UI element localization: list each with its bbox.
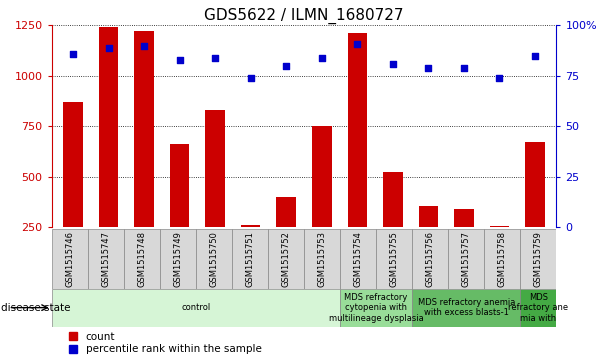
Point [104,45,114,50]
FancyBboxPatch shape [340,289,412,327]
Bar [525,142,545,277]
Bar [419,206,438,277]
FancyBboxPatch shape [412,229,448,289]
Bar [277,197,296,277]
Point [459,65,469,71]
Text: GSM1515748: GSM1515748 [137,231,147,287]
Point [317,55,326,61]
Point [246,75,255,81]
FancyBboxPatch shape [232,229,268,289]
Bar [454,209,474,277]
FancyBboxPatch shape [340,229,376,289]
Text: GSM1515755: GSM1515755 [390,231,399,286]
Text: GSM1515756: GSM1515756 [426,231,435,287]
Point [424,65,434,71]
FancyBboxPatch shape [52,289,340,327]
FancyBboxPatch shape [304,229,340,289]
Point [139,42,149,48]
FancyBboxPatch shape [520,289,556,327]
Text: GSM1515747: GSM1515747 [102,231,110,287]
FancyBboxPatch shape [484,229,520,289]
Point [210,55,220,61]
Text: GSM1515752: GSM1515752 [282,231,291,286]
FancyBboxPatch shape [412,289,520,327]
Text: GSM1515750: GSM1515750 [209,231,218,286]
Point [494,75,504,81]
FancyBboxPatch shape [124,229,160,289]
Point [282,63,291,69]
Legend: count, percentile rank within the sample: count, percentile rank within the sample [69,332,261,354]
Bar [241,225,260,277]
Point [174,57,184,62]
Text: MDS refractory anemia
with excess blasts-1: MDS refractory anemia with excess blasts… [418,298,515,317]
Text: MDS
refractory ane
mia with: MDS refractory ane mia with [508,293,568,323]
FancyBboxPatch shape [88,229,124,289]
Bar [170,144,189,277]
Text: disease state: disease state [1,303,71,313]
Text: GSM1515753: GSM1515753 [317,231,326,287]
FancyBboxPatch shape [268,229,304,289]
Text: GSM1515758: GSM1515758 [498,231,506,287]
Text: GSM1515746: GSM1515746 [65,231,74,287]
Text: MDS refractory
cytopenia with
multilineage dysplasia: MDS refractory cytopenia with multilinea… [329,293,423,323]
Bar [63,102,83,277]
Bar [489,226,510,277]
Title: GDS5622 / ILMN_1680727: GDS5622 / ILMN_1680727 [204,8,404,24]
Bar [206,110,225,277]
Bar [98,28,119,277]
Text: GSM1515757: GSM1515757 [461,231,471,287]
Text: GSM1515751: GSM1515751 [246,231,254,286]
Bar [348,33,367,277]
Point [388,61,398,66]
Point [353,41,362,46]
FancyBboxPatch shape [52,229,88,289]
Bar [312,126,331,277]
Bar [383,172,402,277]
Text: GSM1515754: GSM1515754 [354,231,362,286]
Point [68,51,78,57]
Text: GSM1515759: GSM1515759 [534,231,543,286]
Text: control: control [181,303,210,312]
FancyBboxPatch shape [160,229,196,289]
Text: GSM1515749: GSM1515749 [173,231,182,286]
FancyBboxPatch shape [196,229,232,289]
FancyBboxPatch shape [376,229,412,289]
Bar [134,32,154,277]
FancyBboxPatch shape [448,229,484,289]
Point [530,53,540,58]
FancyBboxPatch shape [520,229,556,289]
